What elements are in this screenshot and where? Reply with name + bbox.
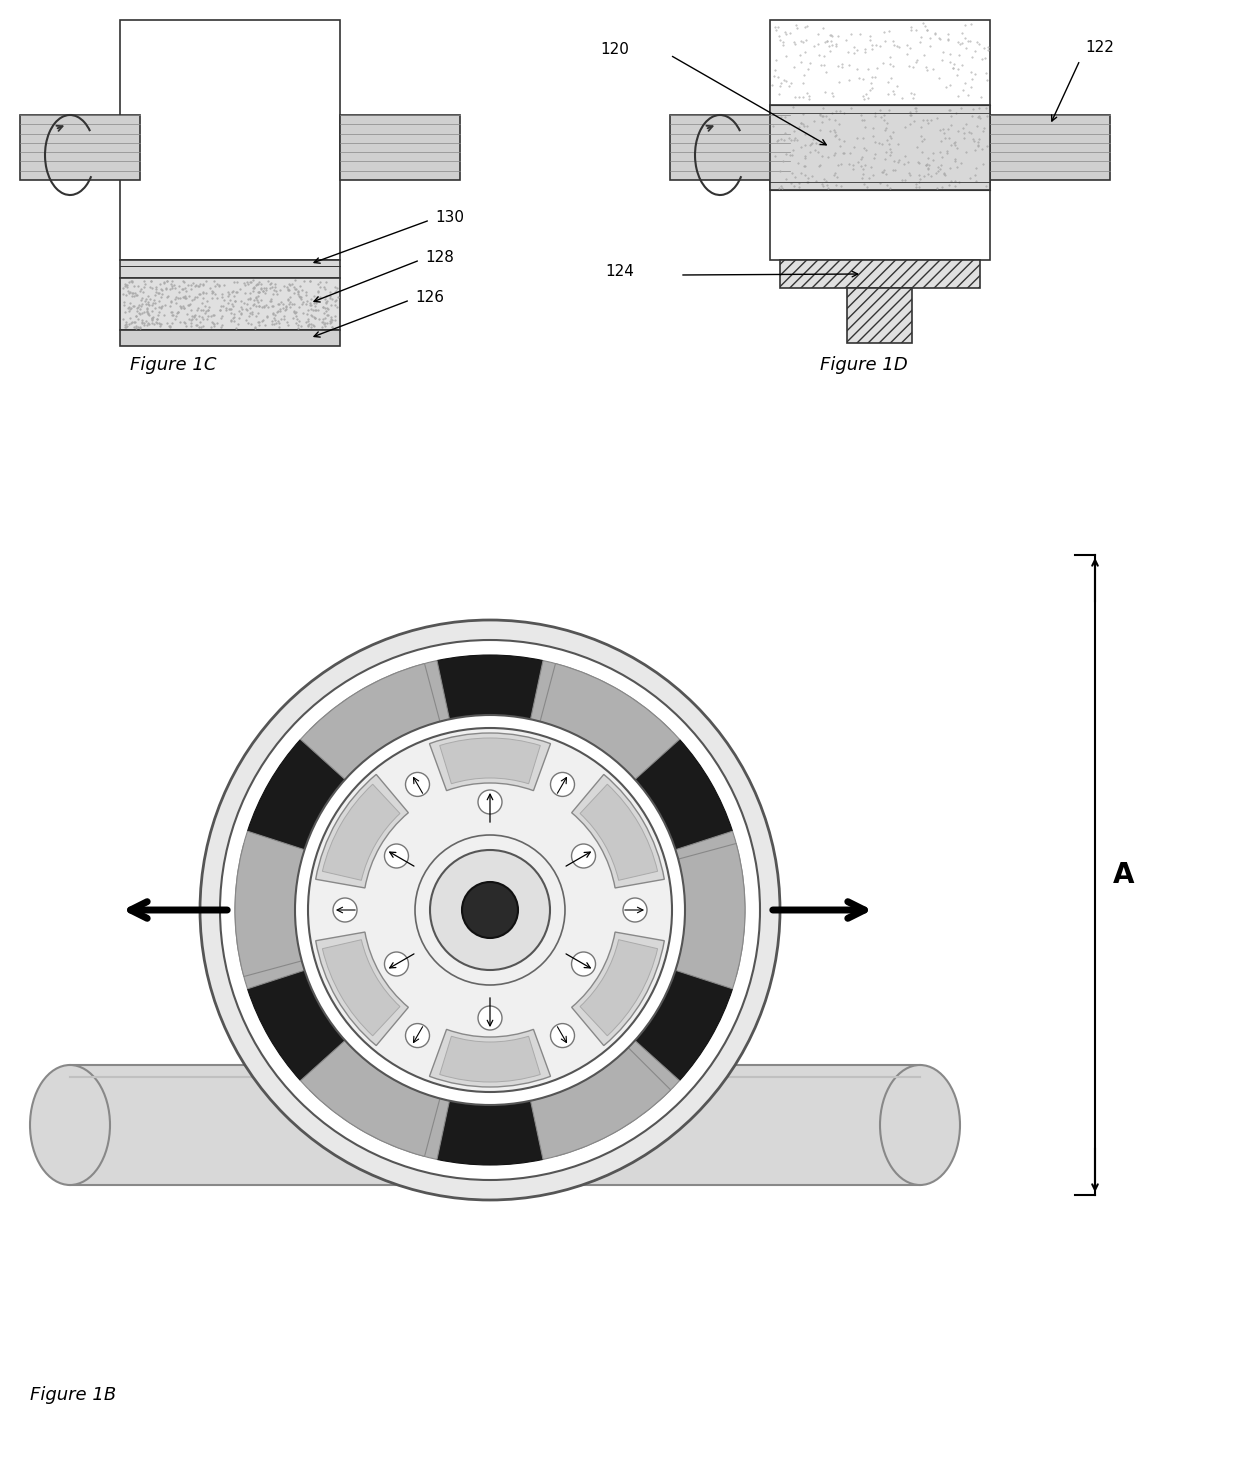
Circle shape xyxy=(405,772,429,796)
Wedge shape xyxy=(429,733,551,790)
Text: 126: 126 xyxy=(415,291,444,306)
Bar xyxy=(120,260,340,278)
Text: 122: 122 xyxy=(1085,40,1114,55)
Wedge shape xyxy=(322,939,401,1035)
Bar xyxy=(990,115,1110,180)
Bar xyxy=(780,260,980,288)
Wedge shape xyxy=(436,1100,543,1165)
Bar xyxy=(670,115,790,180)
Wedge shape xyxy=(316,774,408,888)
Text: 120: 120 xyxy=(600,43,629,58)
Bar xyxy=(770,21,990,260)
Bar xyxy=(120,329,340,346)
Wedge shape xyxy=(635,740,733,849)
Text: 124: 124 xyxy=(605,264,634,279)
Wedge shape xyxy=(440,1037,541,1083)
Text: 128: 128 xyxy=(425,251,454,266)
Circle shape xyxy=(572,953,595,976)
Bar xyxy=(847,288,911,343)
Wedge shape xyxy=(676,832,745,976)
Wedge shape xyxy=(436,654,543,719)
Circle shape xyxy=(405,1024,429,1047)
Circle shape xyxy=(384,953,408,976)
Ellipse shape xyxy=(880,1065,960,1185)
Wedge shape xyxy=(531,660,671,772)
Wedge shape xyxy=(580,939,657,1035)
Circle shape xyxy=(463,882,518,938)
Wedge shape xyxy=(531,1047,671,1159)
Wedge shape xyxy=(236,843,305,988)
Circle shape xyxy=(295,715,684,1105)
Wedge shape xyxy=(440,738,541,784)
Circle shape xyxy=(308,728,672,1092)
Text: 130: 130 xyxy=(435,211,464,226)
Wedge shape xyxy=(248,740,345,849)
Wedge shape xyxy=(236,832,305,976)
Ellipse shape xyxy=(30,1065,110,1185)
Circle shape xyxy=(384,843,408,868)
Circle shape xyxy=(477,1006,502,1029)
Circle shape xyxy=(477,790,502,814)
Bar xyxy=(120,21,340,260)
Bar xyxy=(120,278,340,329)
Circle shape xyxy=(200,620,780,1199)
Wedge shape xyxy=(676,843,745,988)
Wedge shape xyxy=(635,970,733,1081)
Bar xyxy=(340,115,460,180)
Wedge shape xyxy=(541,663,680,780)
Wedge shape xyxy=(429,1029,551,1087)
Wedge shape xyxy=(572,774,665,888)
Circle shape xyxy=(415,835,565,985)
Text: Figure 1B: Figure 1B xyxy=(30,1385,117,1405)
Circle shape xyxy=(430,849,551,970)
Text: A: A xyxy=(1114,861,1135,889)
Wedge shape xyxy=(580,784,657,880)
Wedge shape xyxy=(300,663,440,780)
Circle shape xyxy=(551,1024,574,1047)
Circle shape xyxy=(219,640,760,1180)
Circle shape xyxy=(572,843,595,868)
Wedge shape xyxy=(572,932,665,1046)
Wedge shape xyxy=(322,784,401,880)
Bar xyxy=(770,105,990,191)
Text: Figure 1D: Figure 1D xyxy=(820,356,908,374)
Circle shape xyxy=(622,898,647,922)
Wedge shape xyxy=(300,1040,440,1156)
Circle shape xyxy=(334,898,357,922)
Wedge shape xyxy=(309,660,449,772)
Bar xyxy=(20,115,140,180)
Wedge shape xyxy=(316,932,408,1046)
Text: Figure 1C: Figure 1C xyxy=(130,356,217,374)
Wedge shape xyxy=(541,1040,680,1156)
Wedge shape xyxy=(248,970,345,1081)
Wedge shape xyxy=(309,1047,449,1159)
Bar xyxy=(69,1065,920,1185)
Circle shape xyxy=(551,772,574,796)
